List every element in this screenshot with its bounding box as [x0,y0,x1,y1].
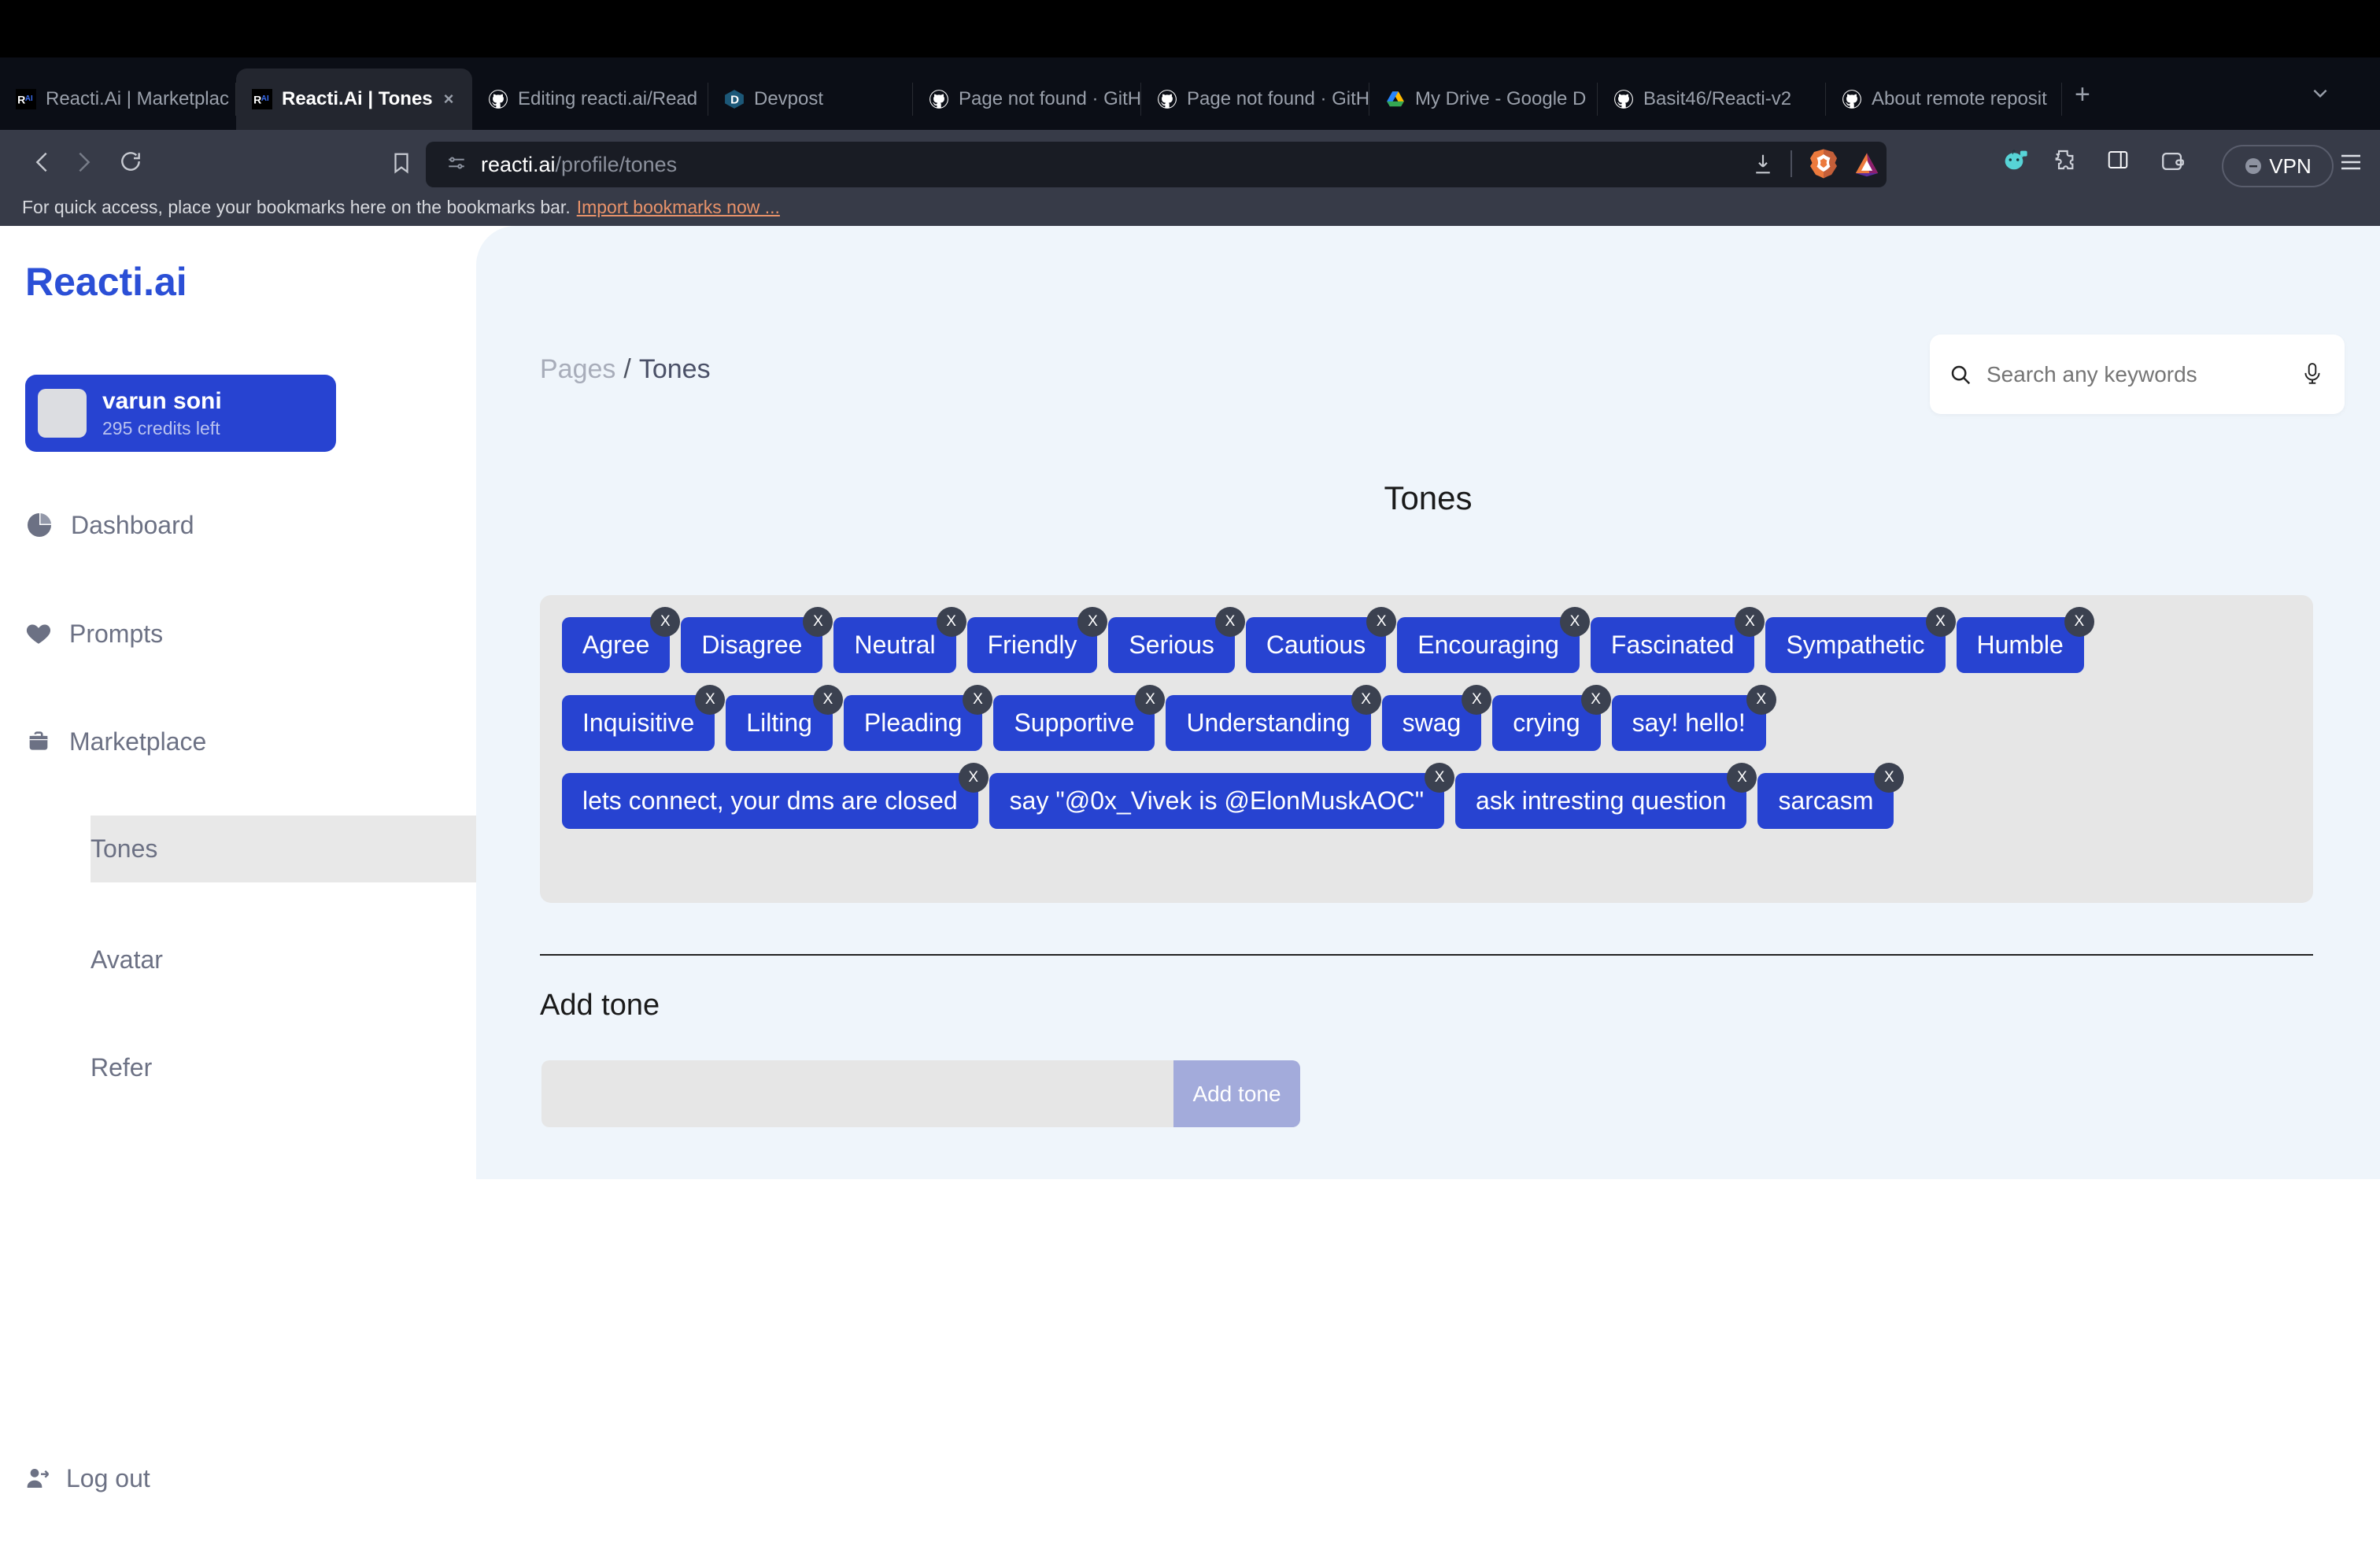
svg-text:R: R [17,93,25,105]
svg-text:D: D [730,93,739,106]
svg-text:AI: AI [25,94,33,103]
svg-text:R: R [253,93,261,105]
svg-text:AI: AI [261,94,269,103]
